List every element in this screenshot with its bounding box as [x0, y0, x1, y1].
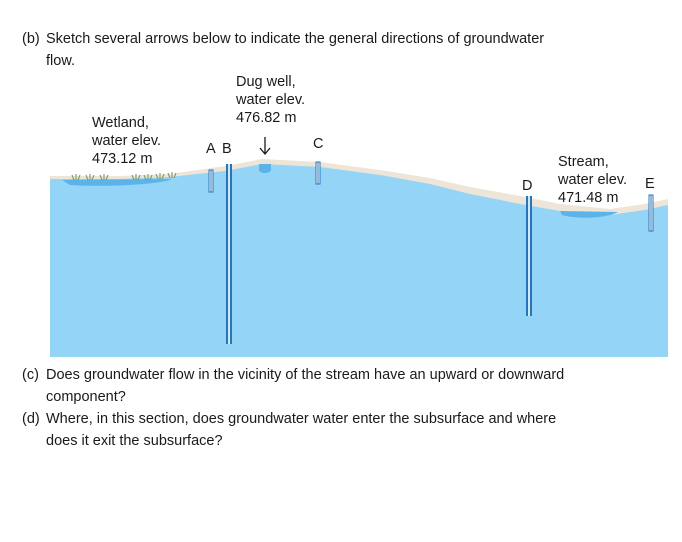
- dug-well-label-line2: water elev.: [235, 92, 305, 108]
- stream-label-line2: water elev.: [557, 172, 627, 188]
- well-e-label: E: [645, 176, 655, 192]
- stream-channel: [560, 211, 618, 218]
- stream-label-line1: Stream,: [558, 154, 609, 170]
- question-d: (d) Where, in this section, does groundw…: [22, 408, 662, 452]
- question-d-label: (d): [22, 411, 40, 427]
- question-b-text-line2: flow.: [46, 53, 76, 69]
- question-c-label: (c): [22, 367, 39, 383]
- dug-well-label-line1: Dug well,: [236, 74, 296, 90]
- soil-strip: [50, 159, 668, 215]
- wetland-pond: [62, 179, 172, 186]
- question-b: (b) Sketch several arrows below to indic…: [22, 28, 642, 72]
- question-b-text-line1: Sketch several arrows below to indicate …: [46, 31, 545, 47]
- stream-label-line3: 471.48 m: [558, 190, 618, 206]
- well-e: [648, 194, 654, 232]
- question-d-text-line1: Where, in this section, does groundwater…: [46, 411, 557, 427]
- question-c-text-line2: component?: [46, 389, 126, 405]
- dug-well-water: [259, 164, 271, 173]
- wetland-label-line1: Wetland,: [92, 115, 149, 131]
- well-a-label: A: [206, 141, 216, 157]
- well-c: [315, 161, 321, 185]
- groundwater-zone: [50, 163, 668, 357]
- question-c-text-line1: Does groundwater flow in the vicinity of…: [46, 367, 565, 383]
- well-c-label: C: [313, 136, 323, 152]
- wetland-label-line3: 473.12 m: [92, 151, 152, 167]
- well-d: [526, 196, 532, 316]
- wetland-label-line2: water elev.: [91, 133, 161, 149]
- well-b-label: B: [222, 141, 232, 157]
- dug-well-label-line3: 476.82 m: [236, 110, 296, 126]
- well-d-label: D: [522, 178, 532, 194]
- question-b-label: (b): [22, 31, 40, 47]
- well-b: [226, 164, 232, 344]
- question-c: (c) Does groundwater flow in the vicinit…: [22, 364, 662, 408]
- dug-well-arrow: [259, 137, 271, 156]
- wetland-vegetation: [71, 172, 177, 181]
- well-a: [208, 169, 214, 193]
- question-d-text-line2: does it exit the subsurface?: [46, 433, 223, 449]
